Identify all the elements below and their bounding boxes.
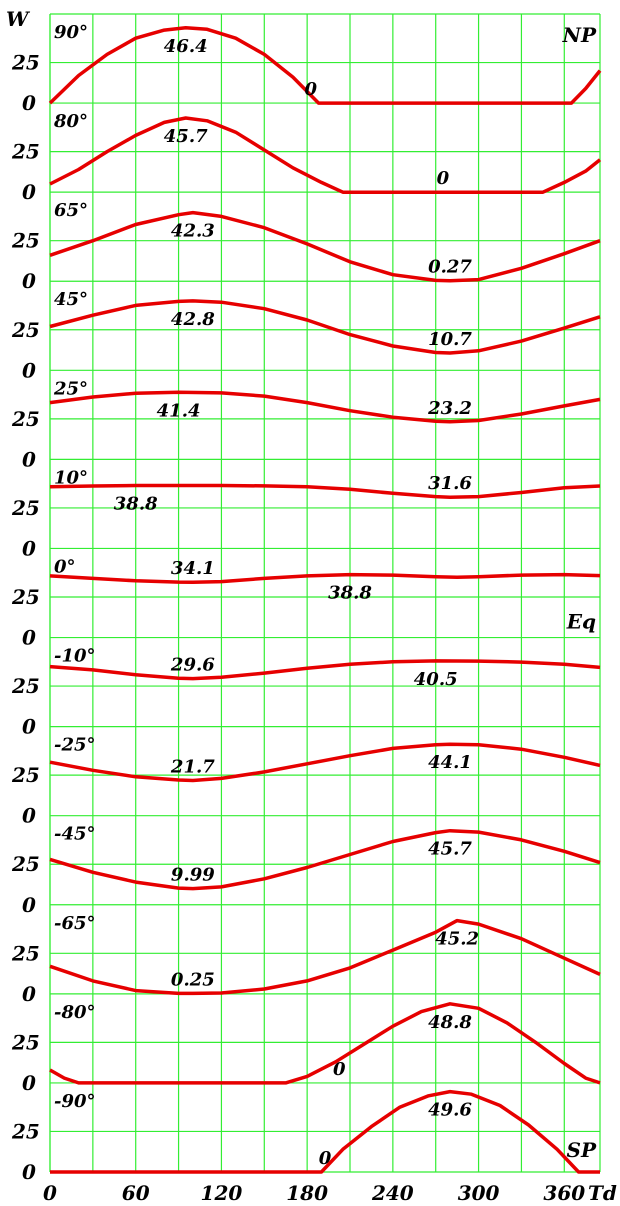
series-line xyxy=(49,742,601,783)
series-line xyxy=(49,116,602,194)
series-line xyxy=(49,299,601,355)
max-value-label: 45.7 xyxy=(428,839,472,860)
max-value-label: 44.1 xyxy=(428,752,472,773)
series-line xyxy=(49,390,601,424)
series-line xyxy=(49,572,601,584)
latitude-label: 65° xyxy=(54,200,88,221)
x-tick-label: 120 xyxy=(201,1181,243,1205)
y-tick-label: 0 xyxy=(22,1071,36,1095)
min-value-label: 0.25 xyxy=(171,969,215,990)
max-value-label: 45.2 xyxy=(435,929,479,950)
latitude-label: 45° xyxy=(54,289,88,310)
x-axis-label: Td xyxy=(588,1181,617,1205)
latitude-label: -90° xyxy=(54,1091,96,1112)
latitude-label: 0° xyxy=(54,556,76,577)
y-tick-label: 25 xyxy=(11,941,40,965)
max-value-label: 42.3 xyxy=(171,221,215,242)
max-value-label: 41.4 xyxy=(157,400,201,421)
y-tick-label: 25 xyxy=(11,1119,40,1143)
y-tick-label: 0 xyxy=(22,893,36,917)
y-tick-label: 0 xyxy=(22,715,36,739)
x-tick-label: 300 xyxy=(458,1181,500,1205)
min-value-label: 31.6 xyxy=(428,473,472,494)
x-tick-label: 360 xyxy=(543,1181,585,1205)
latitude-label: -10° xyxy=(54,646,96,667)
series-line xyxy=(50,1089,600,1174)
min-value-label: 0 xyxy=(319,1148,332,1169)
y-axis-label: W xyxy=(6,7,31,31)
x-tick-label: 180 xyxy=(286,1181,328,1205)
y-tick-label: 25 xyxy=(11,763,40,787)
series-line xyxy=(49,210,601,283)
y-tick-label: 0 xyxy=(22,626,36,650)
min-value-label: 10.7 xyxy=(428,329,472,350)
region-tag: Eq xyxy=(566,609,596,633)
y-tick-label: 25 xyxy=(11,229,40,253)
labels: 2502502502502502502502502502502502502500… xyxy=(11,22,597,1205)
latitude-label: 90° xyxy=(54,22,88,43)
min-value-label: 0 xyxy=(437,168,450,189)
max-value-label: 40.5 xyxy=(414,669,458,690)
series-line xyxy=(48,26,602,105)
curves xyxy=(48,26,602,1174)
y-tick-label: 0 xyxy=(22,447,36,471)
min-value-label: 0.27 xyxy=(428,257,472,278)
max-value-label: 46.4 xyxy=(164,36,208,57)
max-value-label: 49.6 xyxy=(428,1100,472,1121)
latitude-label: -45° xyxy=(54,824,96,845)
x-tick-label: 60 xyxy=(122,1181,150,1205)
y-tick-label: 25 xyxy=(11,585,40,609)
min-value-label: 9.99 xyxy=(171,865,215,886)
series-line xyxy=(49,659,601,681)
axes: W Td xyxy=(6,7,617,1205)
region-tag: SP xyxy=(567,1138,597,1162)
series-line xyxy=(49,828,601,891)
min-value-label: 23.2 xyxy=(427,398,472,419)
series-line xyxy=(49,483,601,499)
y-tick-label: 25 xyxy=(11,140,40,164)
y-tick-label: 25 xyxy=(11,1030,40,1054)
y-tick-label: 25 xyxy=(11,407,40,431)
min-value-label: 0 xyxy=(304,79,317,100)
y-tick-label: 0 xyxy=(22,982,36,1006)
y-tick-label: 0 xyxy=(22,269,36,293)
y-tick-label: 0 xyxy=(22,1160,36,1184)
region-tag: NP xyxy=(562,23,597,47)
y-tick-label: 25 xyxy=(11,674,40,698)
grid xyxy=(49,13,601,1173)
y-tick-label: 0 xyxy=(22,536,36,560)
min-value-label: 34.1 xyxy=(171,558,215,579)
y-tick-label: 25 xyxy=(11,496,40,520)
series-line xyxy=(49,1002,601,1085)
y-tick-label: 0 xyxy=(22,358,36,382)
x-tick-label: 0 xyxy=(43,1181,57,1205)
max-value-label: 38.8 xyxy=(114,494,158,515)
max-value-label: 42.8 xyxy=(171,309,215,330)
latitude-label: 25° xyxy=(53,378,88,399)
min-value-label: 21.7 xyxy=(170,757,215,778)
latitude-label: -65° xyxy=(54,913,96,934)
latitude-label: -25° xyxy=(54,735,96,756)
max-value-label: 38.8 xyxy=(328,583,372,604)
y-tick-label: 25 xyxy=(11,852,40,876)
latitude-label: -80° xyxy=(54,1002,96,1023)
max-value-label: 45.7 xyxy=(164,126,208,147)
y-tick-label: 0 xyxy=(22,180,36,204)
max-value-label: 48.8 xyxy=(428,1012,472,1033)
y-tick-label: 0 xyxy=(22,91,36,115)
y-tick-label: 0 xyxy=(22,804,36,828)
min-value-label: 29.6 xyxy=(170,655,215,676)
series-line xyxy=(49,918,601,996)
x-tick-label: 240 xyxy=(371,1181,414,1205)
y-tick-label: 25 xyxy=(11,318,40,342)
latitude-label: 80° xyxy=(53,111,88,132)
latitude-label: 10° xyxy=(54,467,88,488)
min-value-label: 0 xyxy=(333,1059,346,1080)
y-tick-label: 25 xyxy=(11,51,40,75)
